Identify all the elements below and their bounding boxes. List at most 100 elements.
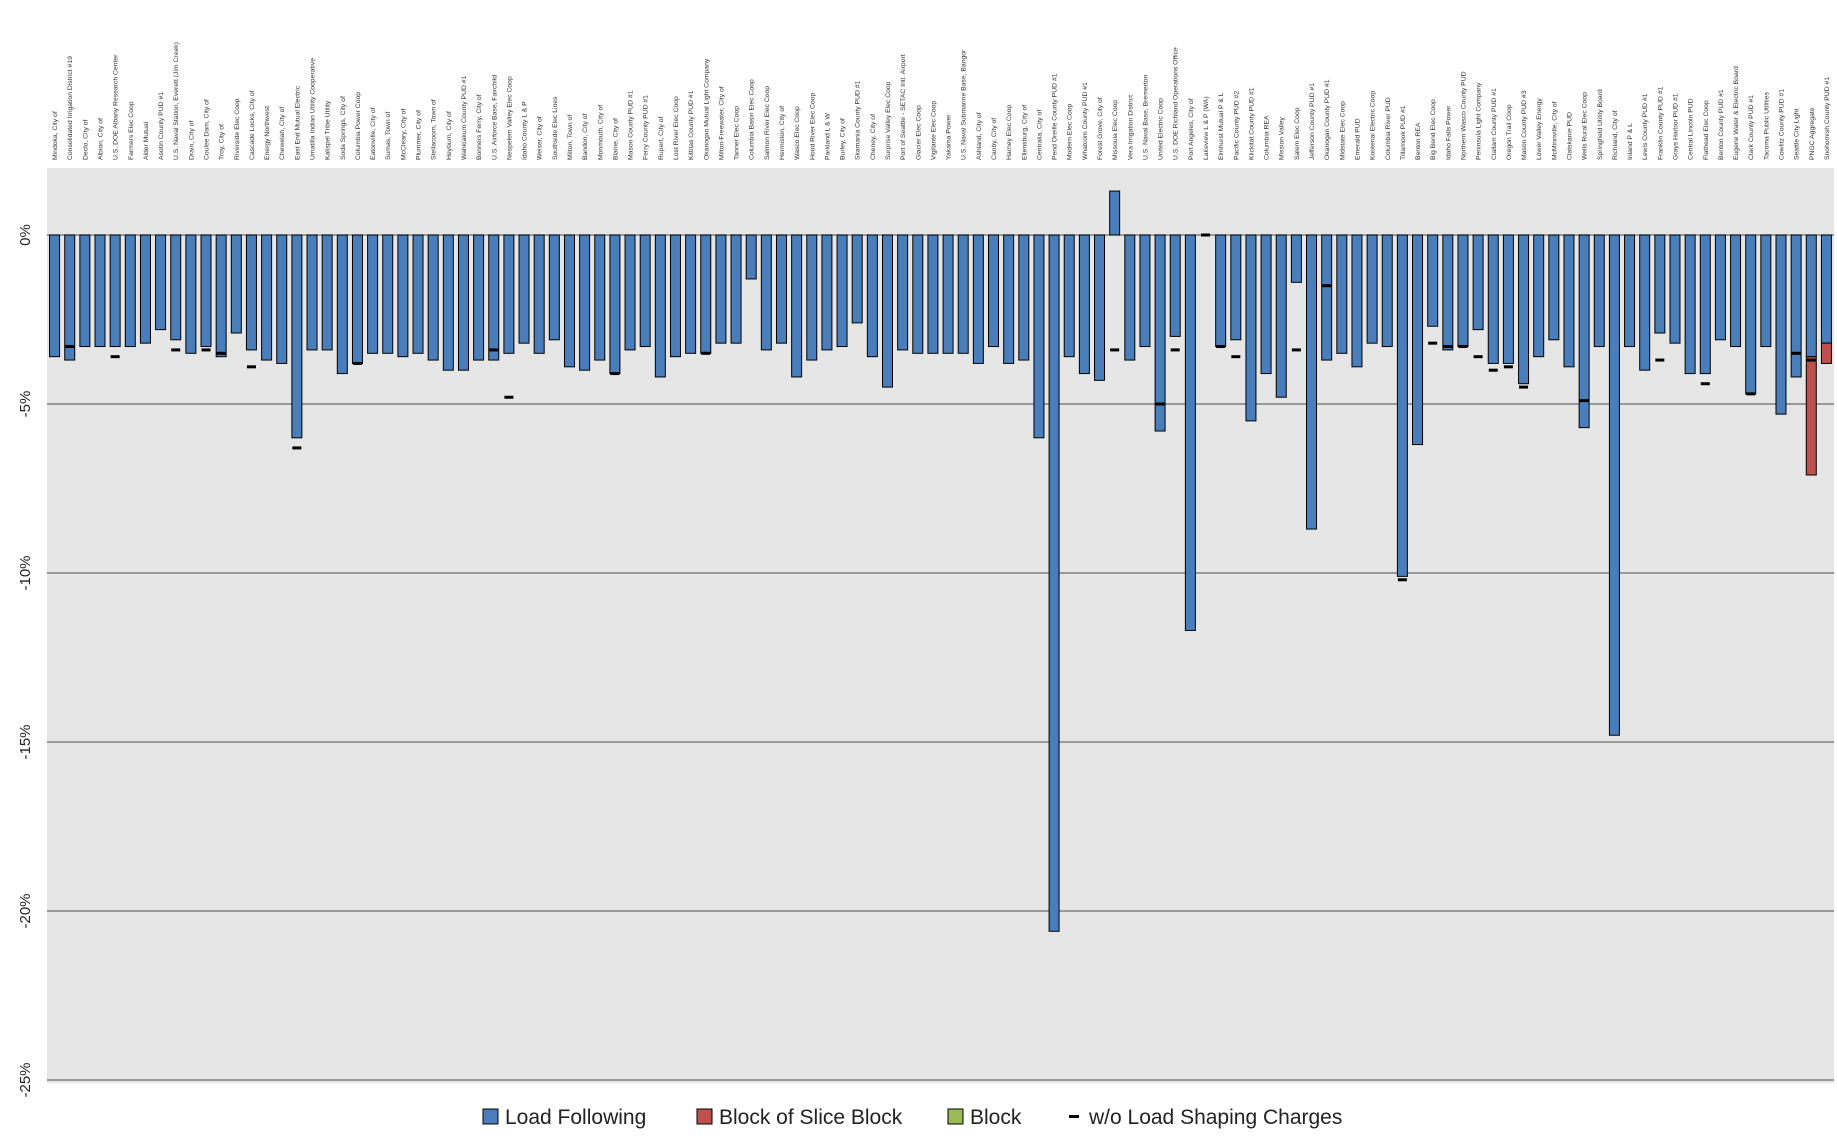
bar-lf	[94, 234, 106, 348]
bar-lf	[685, 234, 697, 354]
x-tick-label: Wahkiakum County PUD #1	[461, 75, 468, 160]
marker-without-load-shaping	[352, 361, 362, 365]
bar-lf	[775, 234, 787, 344]
legend-label: w/o Load Shaping Charges	[1088, 1106, 1342, 1129]
y-tick-label: -10%	[17, 555, 34, 590]
bar-lf	[1820, 234, 1832, 344]
x-tick-label: Emerald PUD	[1354, 118, 1361, 160]
bar-lf	[821, 234, 833, 351]
marker-without-load-shaping	[1216, 345, 1226, 349]
marker-without-load-shaping	[1201, 233, 1211, 237]
x-tick-label: Albion, City of	[98, 118, 105, 160]
x-tick-label: Hood River Elec Coop	[809, 93, 816, 160]
x-tick-label: Riverside Elec Coop	[234, 98, 241, 160]
bar-lf	[1290, 234, 1302, 283]
bar-lf	[1699, 234, 1711, 375]
marker-without-load-shaping	[1443, 345, 1453, 349]
bar-lf	[1003, 234, 1015, 364]
bar-lf	[49, 234, 61, 358]
marker-without-load-shaping	[1428, 341, 1438, 345]
bar-lf	[457, 234, 469, 371]
x-tick-label: Ashland, City of	[976, 112, 983, 160]
legend-swatch	[696, 1108, 713, 1125]
bar-lf	[518, 234, 530, 344]
y-tick-label: -25%	[17, 1062, 34, 1097]
bar-lf	[109, 234, 121, 348]
bar-lf	[170, 234, 182, 341]
x-tick-label: Forest Grove, City of	[1097, 97, 1104, 160]
x-tick-label: U.S. DOE Richland Operations Office	[1173, 47, 1180, 160]
x-tick-label: U.S. Naval Station, Everett (Jim Creek)	[173, 42, 180, 160]
x-tick-label: PNGC Aggregate	[1809, 107, 1816, 160]
bar-lf	[1366, 234, 1378, 344]
bar-lf	[64, 234, 76, 361]
x-tick-label: Canby, City of	[991, 118, 998, 160]
x-tick-label: Sumas, Town of	[385, 112, 392, 160]
bar-lf	[760, 234, 772, 351]
marker-without-load-shaping	[1655, 358, 1665, 362]
marker-without-load-shaping	[1806, 358, 1816, 362]
x-tick-label: Snohomish County PUD #1	[1824, 77, 1831, 160]
marker-without-load-shaping	[110, 355, 120, 359]
legend-swatch	[947, 1108, 964, 1125]
bar-lf	[1533, 234, 1545, 358]
bar-bsb	[1805, 356, 1817, 476]
x-tick-label: Yakama Power	[946, 114, 953, 160]
bar-lf	[1427, 234, 1439, 327]
bar-lf	[306, 234, 318, 351]
bar-bsb	[1820, 342, 1832, 364]
x-tick-label: Kootenai Electric Coop	[1370, 91, 1377, 160]
x-tick-label: Eugene Water & Electric Board	[1733, 66, 1740, 160]
x-tick-label: U.S. Naval Submarine Base, Bangor	[961, 49, 968, 160]
bar-lf	[1215, 234, 1227, 348]
bar-lf	[972, 234, 984, 364]
bar-lf	[215, 234, 227, 358]
x-tick-label: Lost River Elec Coop	[673, 96, 680, 160]
bar-lf	[1760, 234, 1772, 348]
bar-lf	[139, 234, 151, 344]
marker-without-load-shaping	[1700, 382, 1710, 386]
bar-lf	[563, 234, 575, 368]
marker-without-load-shaping	[1397, 578, 1407, 582]
x-tick-label: Whatcom County PUD #1	[1082, 82, 1089, 160]
marker-without-load-shaping	[246, 365, 256, 369]
x-tick-label: Franklin County PUD #1	[1657, 86, 1664, 160]
bar-lf	[1109, 190, 1121, 236]
bar-lf	[897, 234, 909, 351]
x-tick-label: Salem Elec Coop	[1294, 107, 1301, 160]
marker-without-load-shaping	[1519, 385, 1529, 389]
y-tick-label: -20%	[17, 893, 34, 928]
bar-lf	[1396, 234, 1408, 577]
bar-lf	[957, 234, 969, 354]
x-tick-label: Centralia, City of	[1036, 110, 1043, 160]
bar-lf	[1033, 234, 1045, 439]
marker-without-load-shaping	[504, 395, 514, 399]
bar-lf	[715, 234, 727, 344]
x-tick-label: Oregon Trail Coop	[1506, 104, 1513, 160]
x-tick-label: Hermiston, City of	[779, 106, 786, 160]
marker-without-load-shaping	[1579, 399, 1589, 403]
x-tick-label: Drain, City of	[188, 121, 195, 160]
bar-lf	[942, 234, 954, 354]
x-tick-label: Tanner Elec Coop	[734, 106, 741, 160]
marker-without-load-shaping	[1322, 284, 1332, 288]
marker-without-load-shaping	[610, 372, 620, 376]
bar-lf	[836, 234, 848, 348]
y-tick-label: -5%	[17, 391, 34, 418]
bar-lf	[1608, 234, 1620, 736]
bar-lf	[245, 234, 257, 351]
bar-lf	[1745, 234, 1757, 395]
x-tick-label: Mindoka, City of	[52, 111, 59, 160]
bar-lf	[730, 234, 742, 344]
legend-swatch	[1069, 1115, 1079, 1118]
bar-lf	[291, 234, 303, 439]
x-tick-label: Elmhurst Mutual P & L	[1218, 92, 1225, 160]
bar-lf	[1442, 234, 1454, 351]
bar-lf	[700, 234, 712, 354]
bar-lf	[1412, 234, 1424, 446]
bar-lf	[261, 234, 273, 361]
x-tick-label: Vigilante Elec Coop	[930, 101, 937, 160]
bar-lf	[1578, 234, 1590, 429]
bar-lf	[1139, 234, 1151, 348]
bar-lf	[321, 234, 333, 351]
